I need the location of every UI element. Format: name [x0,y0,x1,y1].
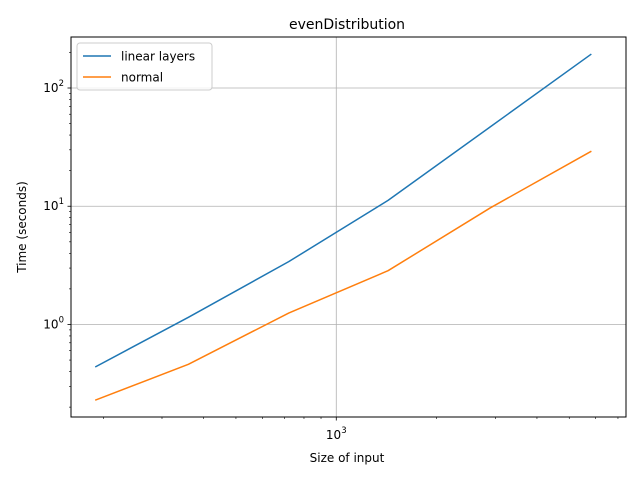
y-tick-label: 100 [43,315,64,331]
y-tick-label: 102 [43,79,64,95]
series-line-normal [94,150,592,401]
chart-title: evenDistribution [289,17,405,33]
major-ticks [67,87,337,421]
y-axis-label: Time (seconds) [15,181,29,274]
legend-box [76,42,213,91]
plot-frame [70,36,627,418]
y-tick-label: 101 [43,197,64,213]
series-line-linear-layers [94,53,592,368]
x-axis-label: Size of input [310,451,385,465]
legend-label-linear-layers: linear layers [121,50,195,64]
series-lines [94,53,592,401]
legend: linear layers normal [76,42,213,91]
x-tick-label: 103 [326,426,347,442]
legend-label-normal: normal [121,71,163,85]
